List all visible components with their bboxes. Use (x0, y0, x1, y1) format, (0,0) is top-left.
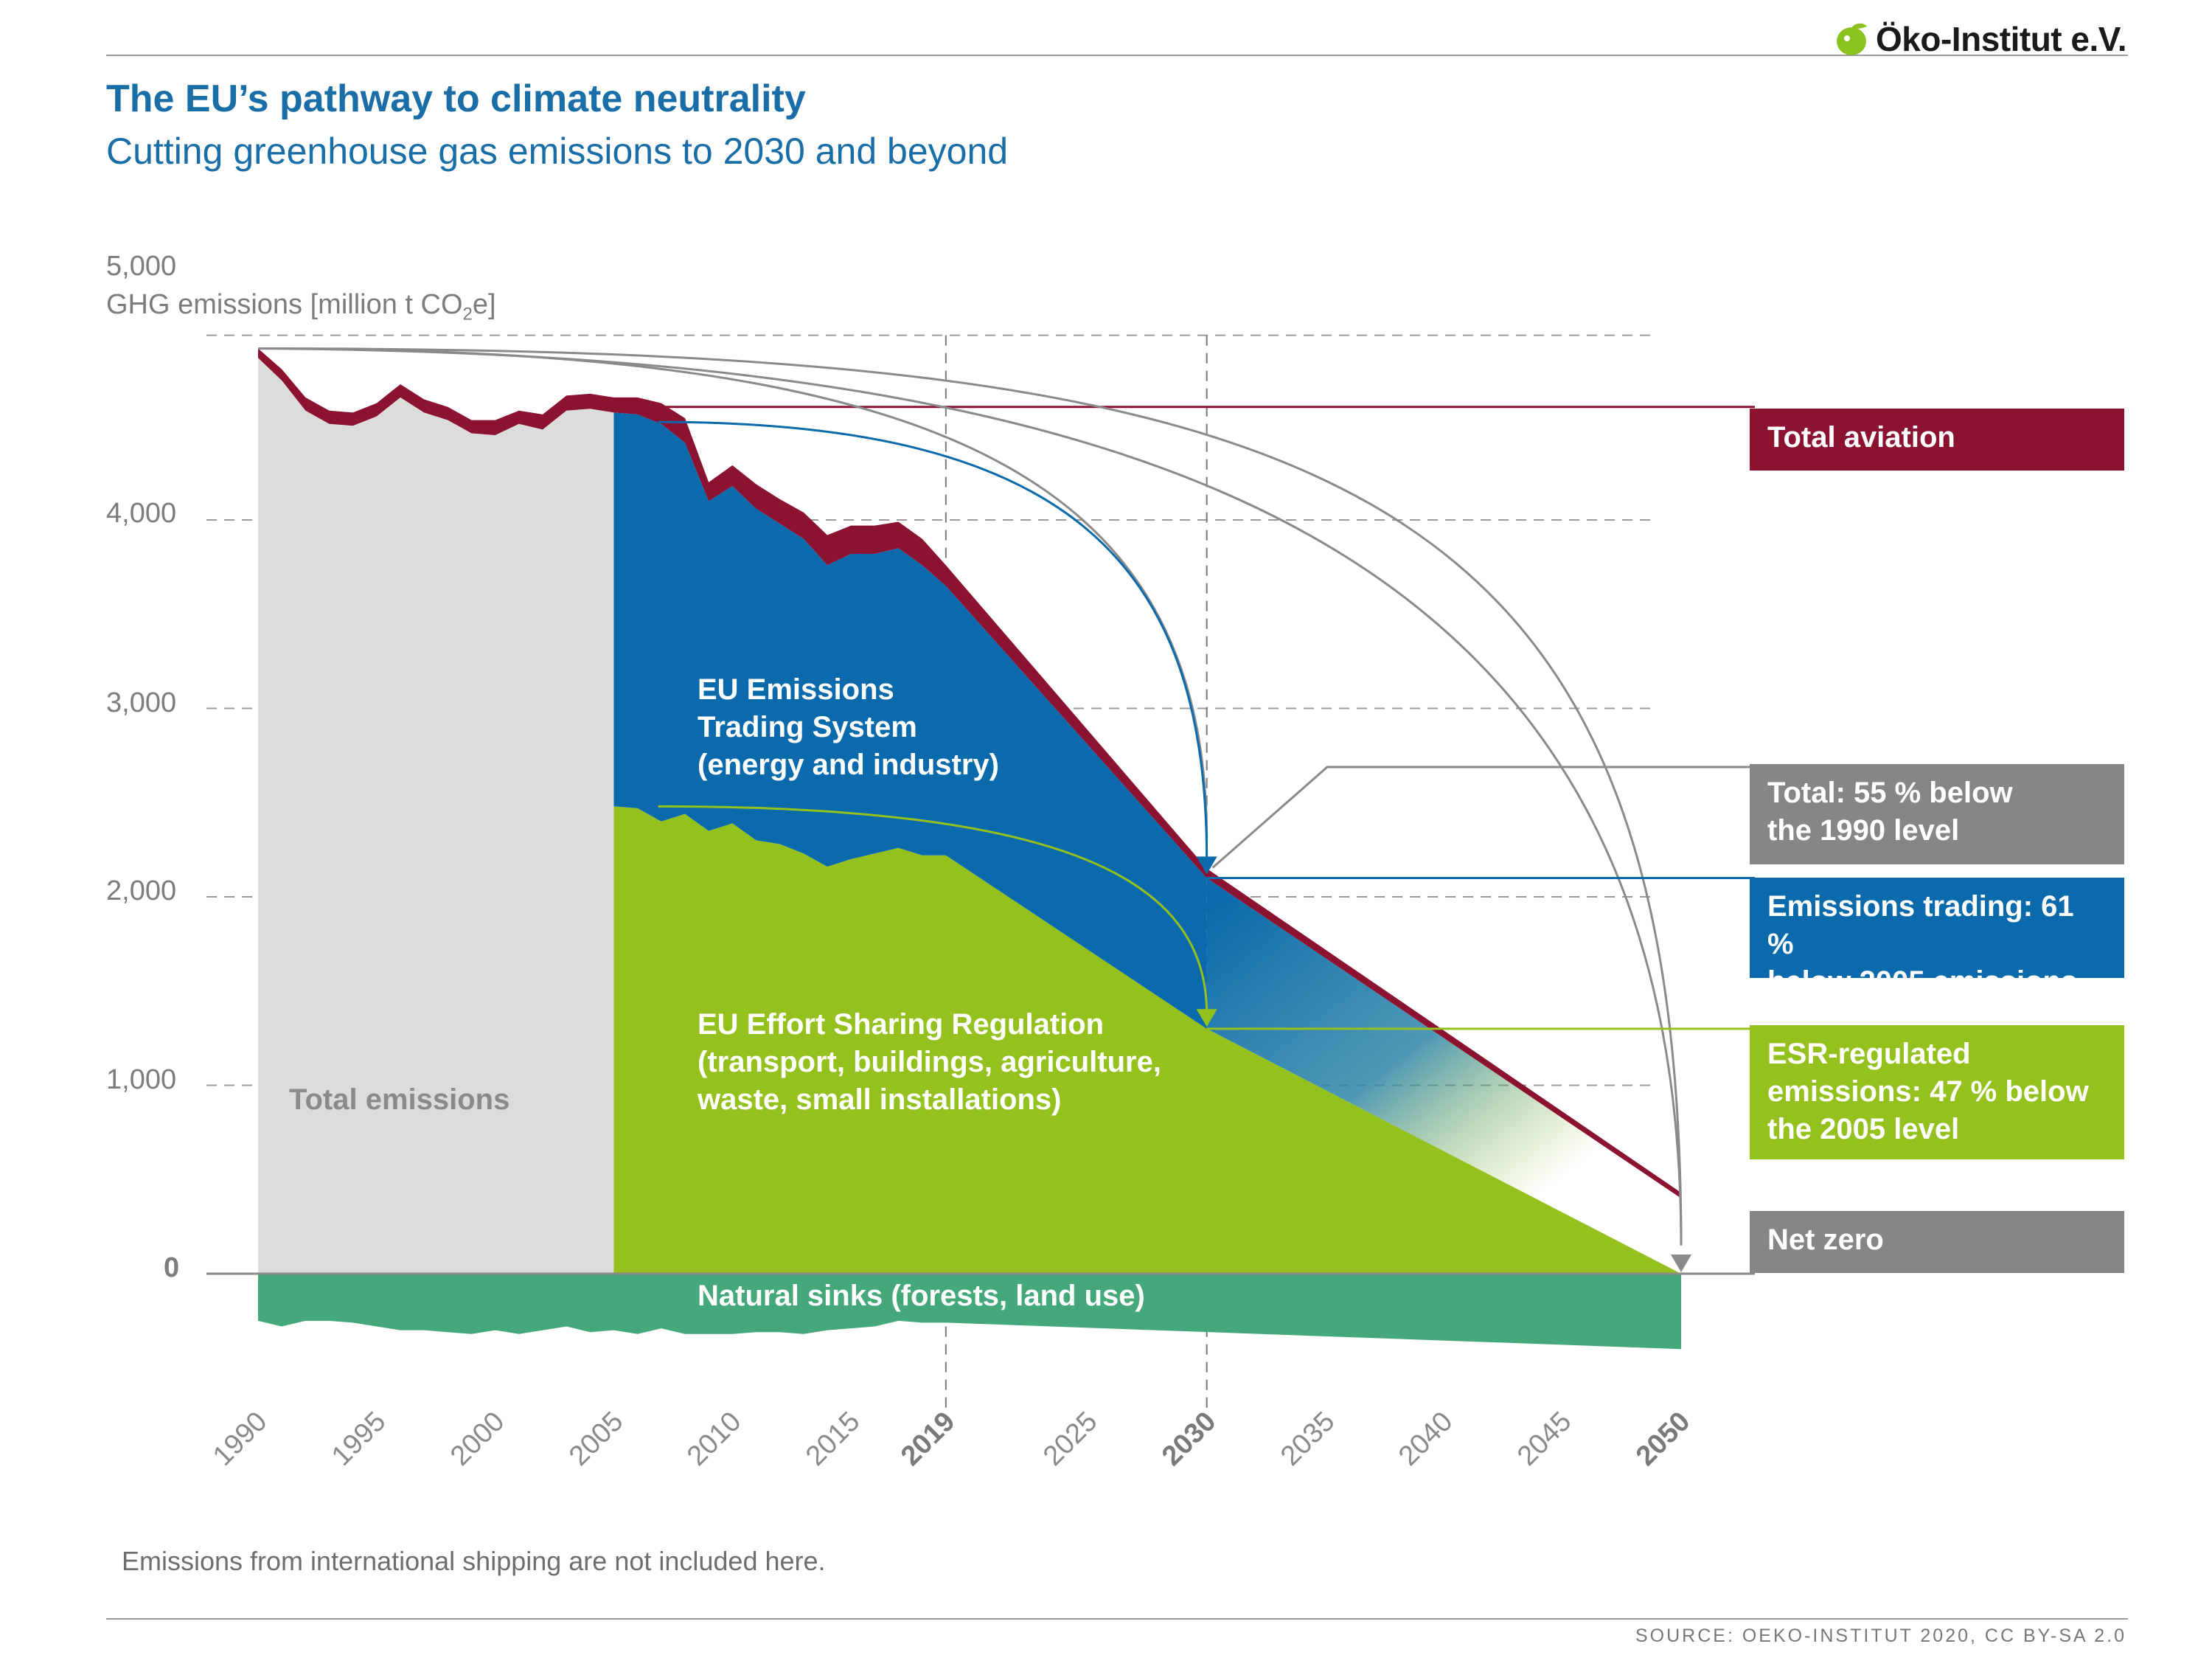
y-tick-4000: 4,000 (106, 498, 177, 529)
footnote: Emissions from international shipping ar… (122, 1546, 826, 1576)
callout-trading: Emissions trading: 61 % below 2005 emiss… (1750, 878, 2124, 998)
total-target-connector (1211, 766, 1755, 869)
esr-label-line: EU Effort Sharing Regulation (698, 1008, 1105, 1041)
ets-label-line: (energy and industry) (698, 749, 999, 781)
y-tick-0: 0 (164, 1252, 180, 1283)
y-tick-1000: 1,000 (106, 1064, 177, 1095)
sinks-area (258, 1274, 1681, 1350)
page-subtitle: Cutting greenhouse gas emissions to 2030… (106, 131, 1009, 172)
y-tick-2000: 2,000 (106, 875, 177, 906)
callout-text: Total aviation (1767, 421, 1955, 454)
esr-pathway-curve (658, 805, 1208, 1014)
callout-esr: ESR-regulated emissions: 47 % below the … (1750, 1025, 2124, 1159)
ets-label: EU Emissions Trading System (energy and … (698, 671, 999, 784)
leaf-logo-icon (1837, 23, 1868, 55)
y-tick-5000: 5,000 (106, 251, 177, 282)
callout-text: ESR-regulated (1767, 1038, 1971, 1070)
y-tick-3000: 3,000 (106, 687, 177, 718)
logo-text: Öko-Institut e.V. (1876, 20, 2126, 58)
callout-text: the 1990 level (1767, 814, 1960, 847)
ets-pathway-curve (658, 420, 1208, 859)
ets-area-projection (1206, 878, 1681, 1274)
callout-text: the 2005 level (1767, 1113, 1960, 1145)
callout-text: Emissions trading: 61 % (1767, 890, 2074, 960)
total-emissions-label: Total emissions (289, 1083, 510, 1116)
esr-label: EU Effort Sharing Regulation (transport,… (698, 1006, 1161, 1119)
esr-label-line: (transport, buildings, agriculture, (698, 1046, 1161, 1078)
source-credit: SOURCE: OEKO-INSTITUT 2020, CC BY-SA 2.0 (1635, 1625, 2126, 1646)
ets-area (613, 412, 1207, 1029)
callout-text: Total: 55 % below (1767, 777, 2013, 809)
pathway-curve-2050-inner (257, 347, 1683, 1246)
ets-label-line: Trading System (698, 711, 917, 743)
callout-text: emissions: 47 % below (1767, 1075, 2089, 1108)
pathway-curve-2050-outer (257, 347, 1683, 1246)
net-zero-arrow-icon (1671, 1255, 1691, 1272)
logo: Öko-Institut e.V. (1833, 19, 2126, 59)
callout-total: Total: 55 % below the 1990 level (1750, 764, 2124, 864)
callout-net-zero: Net zero (1750, 1211, 2124, 1273)
callout-aviation: Total aviation (1750, 409, 2124, 471)
bottom-rule (106, 1618, 2128, 1620)
esr-label-line: waste, small installations) (698, 1083, 1062, 1116)
page-title: The EU’s pathway to climate neutrality (106, 77, 806, 120)
esr-area (613, 806, 1681, 1274)
callout-text: below 2005 emissions (1767, 965, 2078, 998)
ets-arrow-icon (1196, 856, 1217, 875)
y-axis-label: GHG emissions [million t CO2e] (106, 289, 496, 325)
esr-arrow-icon (1196, 1009, 1217, 1027)
callout-text: Net zero (1767, 1224, 1884, 1256)
total-emissions-area (258, 358, 614, 1274)
sinks-label: Natural sinks (forests, land use) (698, 1280, 1145, 1312)
ets-label-line: EU Emissions (698, 673, 894, 706)
top-rule (106, 55, 2128, 56)
